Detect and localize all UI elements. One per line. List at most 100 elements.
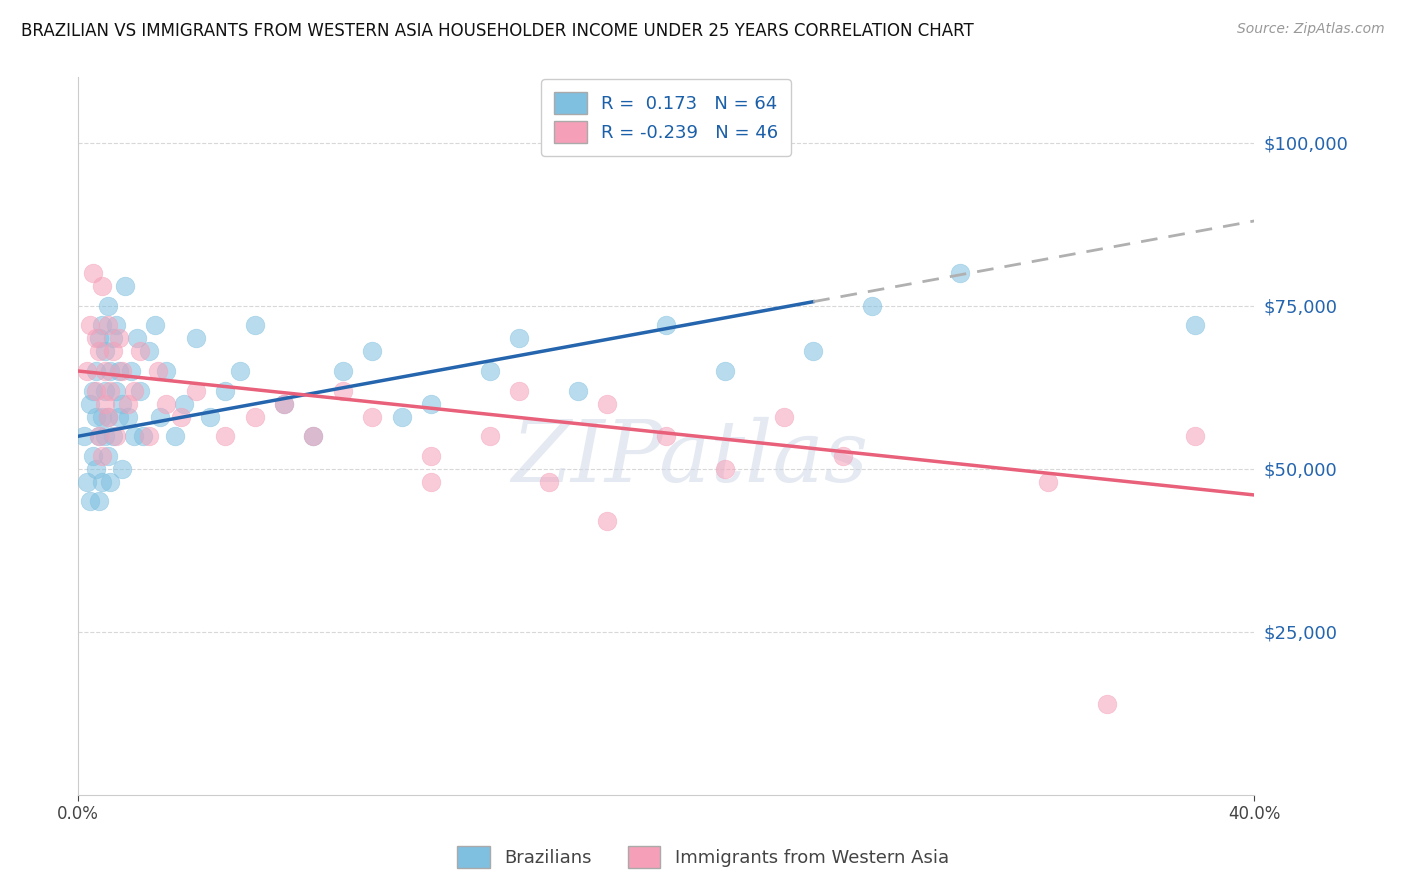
Point xyxy=(122,384,145,398)
Point xyxy=(105,429,128,443)
Point xyxy=(1095,697,1118,711)
Point xyxy=(772,409,794,424)
Point xyxy=(655,429,678,443)
Point xyxy=(949,266,972,280)
Point xyxy=(84,331,107,345)
Point xyxy=(76,364,98,378)
Point xyxy=(478,429,501,443)
Point xyxy=(1184,318,1206,333)
Point xyxy=(90,279,112,293)
Point xyxy=(149,409,172,424)
Point xyxy=(111,397,134,411)
Point xyxy=(146,364,169,378)
Point xyxy=(478,364,501,378)
Point xyxy=(103,331,125,345)
Point xyxy=(84,364,107,378)
Point xyxy=(114,279,136,293)
Point xyxy=(1038,475,1060,489)
Point xyxy=(361,344,384,359)
Point xyxy=(100,364,122,378)
Point xyxy=(105,384,128,398)
Point xyxy=(96,449,118,463)
Point xyxy=(90,318,112,333)
Point xyxy=(302,429,325,443)
Point xyxy=(596,397,619,411)
Point xyxy=(87,494,110,508)
Point xyxy=(420,475,443,489)
Point xyxy=(108,364,131,378)
Point xyxy=(96,409,118,424)
Point xyxy=(138,429,160,443)
Point xyxy=(111,462,134,476)
Point xyxy=(100,475,122,489)
Point xyxy=(132,429,155,443)
Point xyxy=(117,397,139,411)
Legend: Brazilians, Immigrants from Western Asia: Brazilians, Immigrants from Western Asia xyxy=(446,835,960,879)
Point xyxy=(93,397,115,411)
Point xyxy=(79,397,101,411)
Text: BRAZILIAN VS IMMIGRANTS FROM WESTERN ASIA HOUSEHOLDER INCOME UNDER 25 YEARS CORR: BRAZILIAN VS IMMIGRANTS FROM WESTERN ASI… xyxy=(21,22,974,40)
Point xyxy=(332,364,354,378)
Point xyxy=(103,344,125,359)
Point xyxy=(302,429,325,443)
Point xyxy=(100,384,122,398)
Point xyxy=(1184,429,1206,443)
Point xyxy=(96,299,118,313)
Point xyxy=(361,409,384,424)
Point xyxy=(84,462,107,476)
Point xyxy=(229,364,252,378)
Point xyxy=(105,318,128,333)
Point xyxy=(184,331,207,345)
Point xyxy=(508,331,530,345)
Point xyxy=(93,384,115,398)
Point xyxy=(860,299,883,313)
Point xyxy=(122,429,145,443)
Point xyxy=(143,318,166,333)
Text: ZIPatlas: ZIPatlas xyxy=(512,417,869,500)
Point xyxy=(184,384,207,398)
Point xyxy=(93,429,115,443)
Point xyxy=(391,409,413,424)
Point xyxy=(155,364,177,378)
Point xyxy=(138,344,160,359)
Point xyxy=(90,449,112,463)
Point xyxy=(273,397,295,411)
Point xyxy=(108,331,131,345)
Point xyxy=(200,409,222,424)
Point xyxy=(214,429,236,443)
Point xyxy=(567,384,589,398)
Point xyxy=(93,344,115,359)
Point xyxy=(111,364,134,378)
Point xyxy=(87,344,110,359)
Point xyxy=(128,344,150,359)
Point xyxy=(165,429,187,443)
Point xyxy=(332,384,354,398)
Point xyxy=(96,318,118,333)
Point xyxy=(714,364,737,378)
Point xyxy=(596,514,619,528)
Point xyxy=(170,409,193,424)
Point xyxy=(96,409,118,424)
Point xyxy=(82,266,104,280)
Point xyxy=(243,409,266,424)
Point xyxy=(93,364,115,378)
Point xyxy=(420,397,443,411)
Point xyxy=(508,384,530,398)
Point xyxy=(420,449,443,463)
Point xyxy=(537,475,560,489)
Point xyxy=(103,429,125,443)
Point xyxy=(79,494,101,508)
Point xyxy=(655,318,678,333)
Point xyxy=(79,318,101,333)
Text: Source: ZipAtlas.com: Source: ZipAtlas.com xyxy=(1237,22,1385,37)
Point xyxy=(84,409,107,424)
Point xyxy=(714,462,737,476)
Point xyxy=(87,429,110,443)
Point xyxy=(173,397,195,411)
Point xyxy=(120,364,142,378)
Point xyxy=(84,384,107,398)
Point xyxy=(76,475,98,489)
Point xyxy=(128,384,150,398)
Point xyxy=(117,409,139,424)
Point xyxy=(90,475,112,489)
